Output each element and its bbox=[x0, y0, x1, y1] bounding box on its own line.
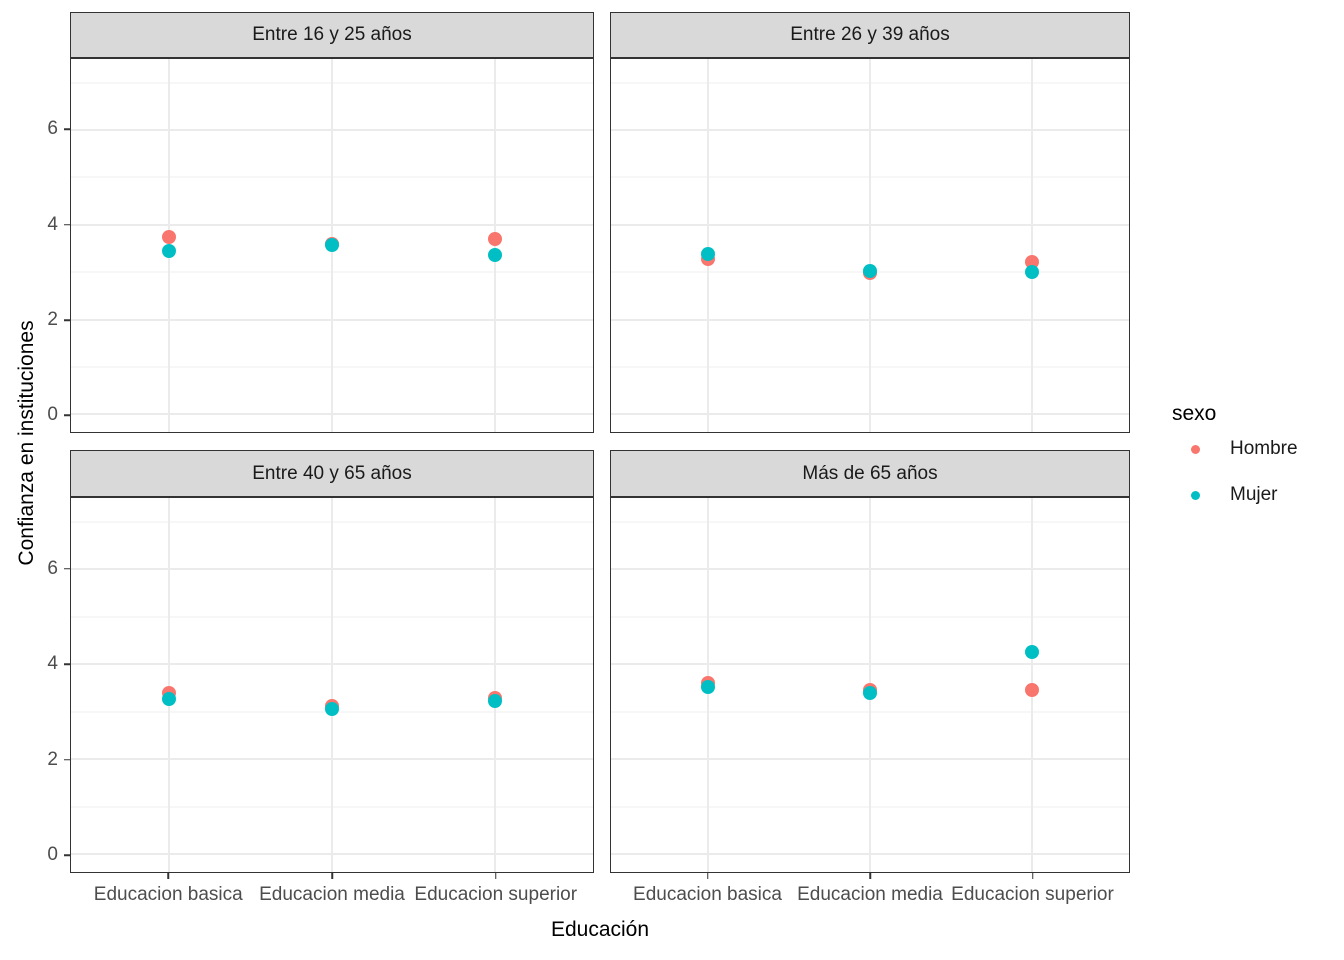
y-tick-mark bbox=[64, 759, 70, 761]
data-point-mujer bbox=[488, 247, 503, 262]
facet-panel-1 bbox=[610, 58, 1130, 433]
legend-dot-hombre bbox=[1191, 444, 1200, 454]
x-tick-mark bbox=[331, 873, 333, 879]
data-point-mujer bbox=[161, 692, 176, 707]
x-tick-label: Educacion superior bbox=[414, 884, 578, 905]
gridline-vertical bbox=[331, 498, 333, 872]
gridline-vertical bbox=[494, 498, 497, 872]
x-tick-mark bbox=[869, 873, 871, 879]
facet-strip-0: Entre 16 y 25 años bbox=[70, 12, 594, 58]
gridline-vertical bbox=[707, 59, 710, 432]
data-point-mujer bbox=[863, 685, 877, 700]
data-point-mujer bbox=[1024, 265, 1039, 280]
y-tick-label: 4 bbox=[47, 653, 58, 675]
facet-title-3: Más de 65 años bbox=[802, 462, 938, 484]
gridline-vertical bbox=[869, 59, 871, 432]
y-tick-label: 4 bbox=[47, 213, 58, 235]
y-tick-label: 0 bbox=[47, 404, 58, 426]
x-tick-mark bbox=[1031, 873, 1034, 879]
data-point-mujer bbox=[701, 247, 716, 262]
data-point-mujer bbox=[863, 263, 877, 278]
data-point-mujer bbox=[701, 680, 716, 695]
x-tick-mark bbox=[495, 873, 497, 879]
x-tick-label: Educacion media bbox=[259, 884, 405, 905]
data-point-hombre bbox=[488, 232, 503, 247]
y-tick-mark bbox=[64, 224, 70, 226]
facet-panel-0 bbox=[70, 58, 594, 433]
facet-strip-3: Más de 65 años bbox=[610, 450, 1130, 497]
facet-strip-1: Entre 26 y 39 años bbox=[610, 12, 1130, 58]
facet-title-1: Entre 26 y 39 años bbox=[790, 24, 950, 45]
y-tick-mark bbox=[64, 567, 70, 570]
y-axis-bottom-row: 0 2 4 6 bbox=[0, 497, 70, 873]
y-tick-mark bbox=[64, 663, 70, 665]
y-tick-mark bbox=[64, 414, 70, 417]
y-axis-top-row: 0 2 4 6 bbox=[0, 58, 70, 433]
x-axis-right-panel: Educacion basica Educacion media Educacion… bbox=[610, 873, 1130, 915]
legend-title: sexo bbox=[1172, 402, 1217, 425]
legend-item-mujer: Mujer bbox=[1160, 472, 1344, 518]
data-point-mujer bbox=[161, 243, 176, 258]
x-tick-label: Educacion media bbox=[797, 884, 943, 905]
y-tick-mark bbox=[64, 319, 70, 321]
legend: sexo Hombre Mujer bbox=[1160, 402, 1344, 518]
x-tick-mark bbox=[706, 873, 709, 879]
gridline-vertical bbox=[167, 498, 170, 872]
y-tick-label: 6 bbox=[47, 557, 58, 579]
facet-strip-2: Entre 40 y 65 años bbox=[70, 450, 594, 497]
x-tick-label: Educacion basica bbox=[633, 884, 782, 905]
y-tick-mark bbox=[64, 128, 70, 131]
data-point-hombre bbox=[161, 229, 176, 244]
legend-dot-mujer bbox=[1191, 490, 1200, 500]
data-point-mujer bbox=[325, 238, 339, 253]
data-point-mujer bbox=[325, 701, 339, 716]
x-axis-title: Educación bbox=[550, 918, 650, 941]
legend-label-hombre: Hombre bbox=[1230, 438, 1298, 459]
x-tick-label: Educacion superior bbox=[951, 884, 1114, 905]
facet-title-0: Entre 16 y 25 años bbox=[252, 24, 412, 45]
y-axis-title: Confianza en instituciones bbox=[15, 320, 38, 566]
y-tick-label: 2 bbox=[47, 748, 58, 770]
y-tick-label: 0 bbox=[47, 844, 58, 866]
data-point-mujer bbox=[1024, 645, 1039, 660]
y-tick-mark bbox=[64, 854, 70, 857]
legend-item-hombre: Hombre bbox=[1160, 426, 1344, 472]
legend-label-mujer: Mujer bbox=[1230, 484, 1278, 505]
x-axis-left-panel: Educacion basica Educacion media Educacion… bbox=[70, 873, 594, 915]
facet-title-2: Entre 40 y 65 años bbox=[252, 462, 412, 484]
data-point-mujer bbox=[488, 693, 503, 708]
facet-panel-3 bbox=[610, 497, 1130, 873]
data-point-hombre bbox=[1024, 683, 1039, 698]
y-tick-label: 2 bbox=[47, 309, 58, 331]
x-tick-label: Educacion basica bbox=[93, 884, 243, 905]
y-tick-label: 6 bbox=[47, 118, 58, 140]
facet-panel-2 bbox=[70, 497, 594, 873]
gridline-vertical bbox=[1030, 59, 1033, 432]
x-tick-mark bbox=[167, 873, 169, 879]
